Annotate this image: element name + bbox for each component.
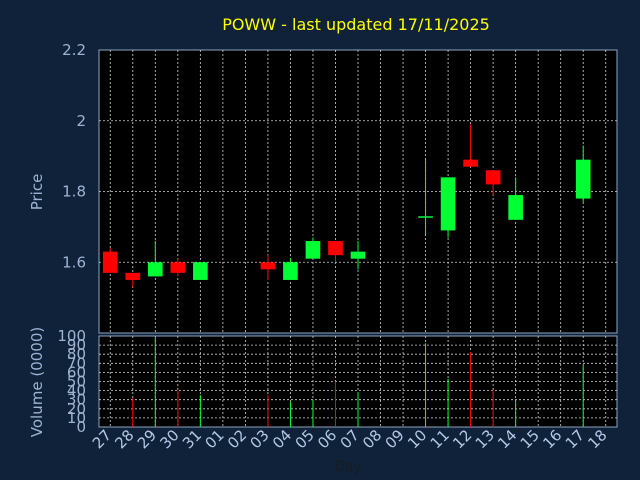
candle-body	[463, 159, 478, 167]
volume-tick-label: 20	[67, 400, 86, 418]
chart-title: POWW - last updated 17/11/2025	[222, 15, 490, 34]
candle-body	[350, 251, 366, 259]
price-tick-label: 1.6	[62, 253, 86, 271]
candle-body	[305, 241, 321, 259]
price-tick-label: 1.8	[62, 183, 86, 201]
price-axis-label: Price	[28, 174, 46, 211]
volume-tick-label: 40	[67, 382, 86, 400]
candle-body	[170, 262, 186, 273]
volume-tick-label: 60	[67, 363, 86, 381]
candle-body	[485, 170, 501, 185]
volume-axis-label: Volume (0000)	[28, 327, 46, 437]
volume-tick-label: 0	[76, 418, 86, 436]
volume-tick-label: 80	[67, 345, 86, 363]
candle-body	[575, 159, 591, 199]
candle-body	[440, 177, 456, 231]
volume-tick-label: 100	[57, 327, 86, 345]
price-tick-label: 2.2	[62, 41, 86, 59]
volume-tick-label: 30	[67, 391, 86, 409]
volume-tick-label: 70	[67, 354, 86, 372]
candle-body	[508, 195, 523, 220]
candle-body	[418, 216, 433, 218]
candle-body	[125, 272, 141, 280]
volume-tick-label: 90	[67, 336, 86, 354]
volume-tick-label: 10	[67, 409, 86, 427]
candle-body	[193, 262, 208, 280]
candle-body	[328, 241, 343, 256]
candle-body	[147, 262, 163, 277]
price-tick-label: 2	[76, 112, 86, 130]
candle-body	[102, 251, 118, 273]
x-axis-label: Day	[334, 459, 362, 475]
candle-body	[283, 262, 298, 280]
candle-body	[260, 262, 276, 270]
x-tick-label: 18	[584, 426, 610, 452]
volume-tick-label: 50	[67, 373, 86, 391]
